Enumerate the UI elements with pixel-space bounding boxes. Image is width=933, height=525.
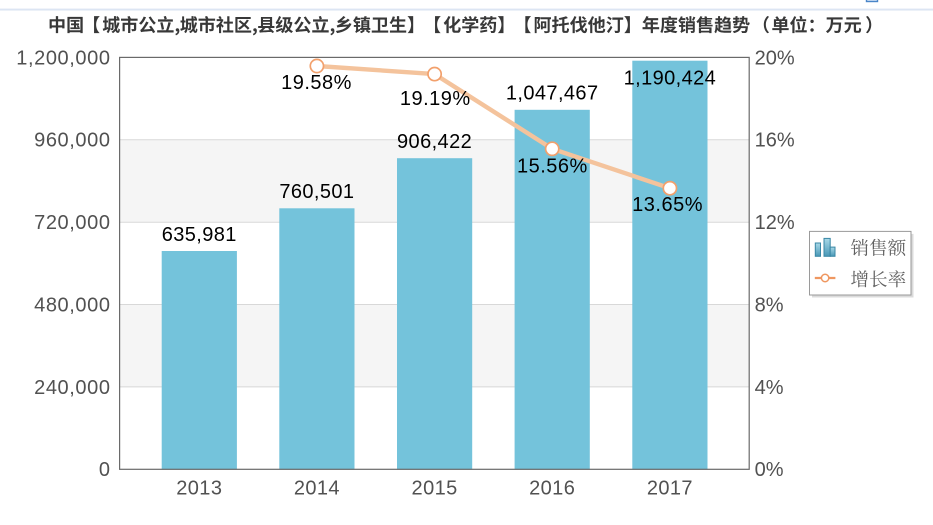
svg-text:2016: 2016 — [529, 478, 575, 500]
svg-text:2015: 2015 — [412, 478, 458, 500]
svg-text:240,000: 240,000 — [34, 377, 111, 399]
svg-text:2017: 2017 — [647, 478, 693, 500]
svg-text:4%: 4% — [755, 377, 784, 399]
svg-text:1,200,000: 1,200,000 — [16, 47, 110, 69]
svg-text:1,047,467: 1,047,467 — [506, 83, 599, 105]
svg-text:13.65%: 13.65% — [632, 194, 703, 216]
svg-text:2014: 2014 — [294, 478, 340, 500]
svg-text:960,000: 960,000 — [34, 130, 111, 152]
svg-text:720,000: 720,000 — [34, 212, 111, 234]
svg-text:906,422: 906,422 — [397, 131, 472, 153]
svg-text:15.56%: 15.56% — [517, 155, 588, 177]
svg-text:635,981: 635,981 — [162, 224, 237, 246]
svg-text:16%: 16% — [755, 130, 795, 152]
svg-text:1,190,424: 1,190,424 — [624, 67, 717, 89]
svg-text:20%: 20% — [755, 47, 795, 69]
svg-text:19.58%: 19.58% — [281, 72, 352, 94]
svg-text:760,501: 760,501 — [279, 181, 354, 203]
svg-text:8%: 8% — [755, 294, 784, 316]
svg-text:0: 0 — [99, 459, 111, 481]
svg-text:480,000: 480,000 — [34, 294, 111, 316]
svg-text:19.19%: 19.19% — [400, 88, 471, 110]
svg-text:12%: 12% — [755, 212, 795, 234]
svg-text:2013: 2013 — [176, 478, 222, 500]
svg-text:0%: 0% — [755, 459, 784, 481]
